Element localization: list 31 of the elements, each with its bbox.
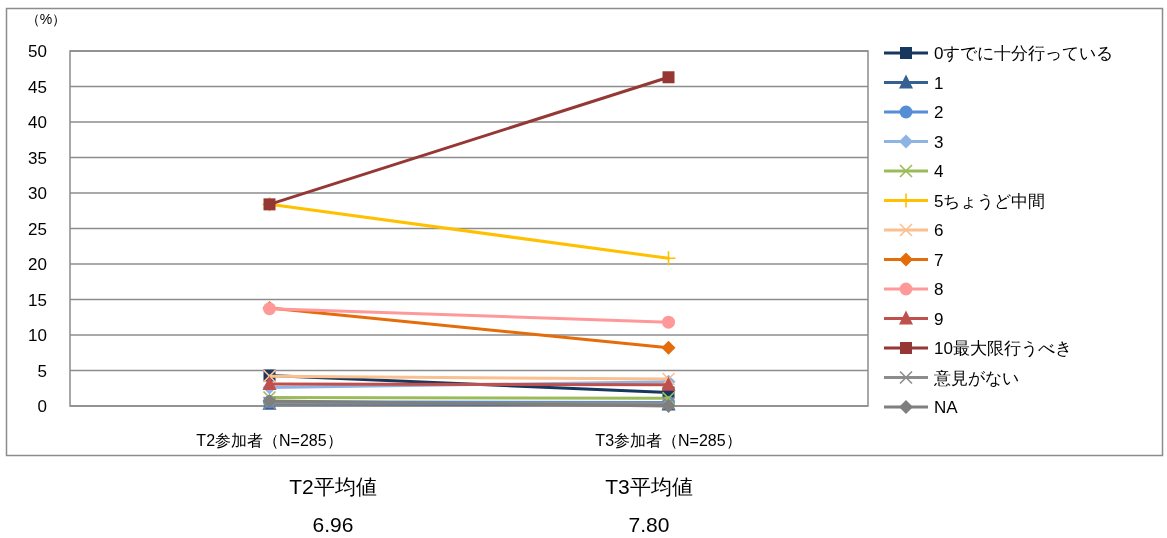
legend-label: 意見がない <box>933 368 1019 388</box>
y-tick-label: 35 <box>28 148 47 168</box>
legend-label: NA <box>934 398 959 417</box>
legend-label: 7 <box>934 250 944 270</box>
y-tick-label: 50 <box>28 42 47 61</box>
text: T2平均値 <box>289 475 377 498</box>
x-tick-label: T3参加者（N=285） <box>595 432 742 449</box>
y-tick-label: 10 <box>28 326 47 345</box>
text: T3平均値 <box>605 475 693 498</box>
legend-label: 8 <box>934 280 944 299</box>
text: 6.96 <box>312 513 354 536</box>
y-tick-label: 25 <box>28 219 47 239</box>
legend-label: 9 <box>934 309 944 329</box>
y-axis-title: （%） <box>25 11 67 27</box>
legend-label: 4 <box>934 162 944 181</box>
legend-label: 3 <box>934 132 944 152</box>
y-tick-label: 5 <box>37 361 47 381</box>
y-tick-label: 0 <box>37 397 47 416</box>
y-tick-label: 20 <box>28 255 47 274</box>
legend-label: 5ちょうど中間 <box>934 191 1046 211</box>
y-tick-label: 40 <box>28 113 47 132</box>
legend-label: 10最大限行うべき <box>934 339 1072 358</box>
legend-label: 0すでに十分行っている <box>934 44 1114 63</box>
legend-label: 2 <box>934 103 944 122</box>
y-tick-label: 30 <box>28 184 47 203</box>
x-tick-label: T2参加者（N=285） <box>196 432 343 449</box>
text: 7.80 <box>628 513 670 536</box>
y-tick-label: 45 <box>28 77 47 97</box>
legend-label: 6 <box>934 221 944 240</box>
y-tick-label: 15 <box>28 290 47 310</box>
legend-label: 1 <box>934 73 944 93</box>
